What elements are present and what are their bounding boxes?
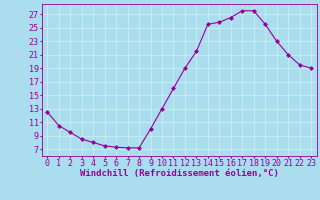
X-axis label: Windchill (Refroidissement éolien,°C): Windchill (Refroidissement éolien,°C) <box>80 169 279 178</box>
